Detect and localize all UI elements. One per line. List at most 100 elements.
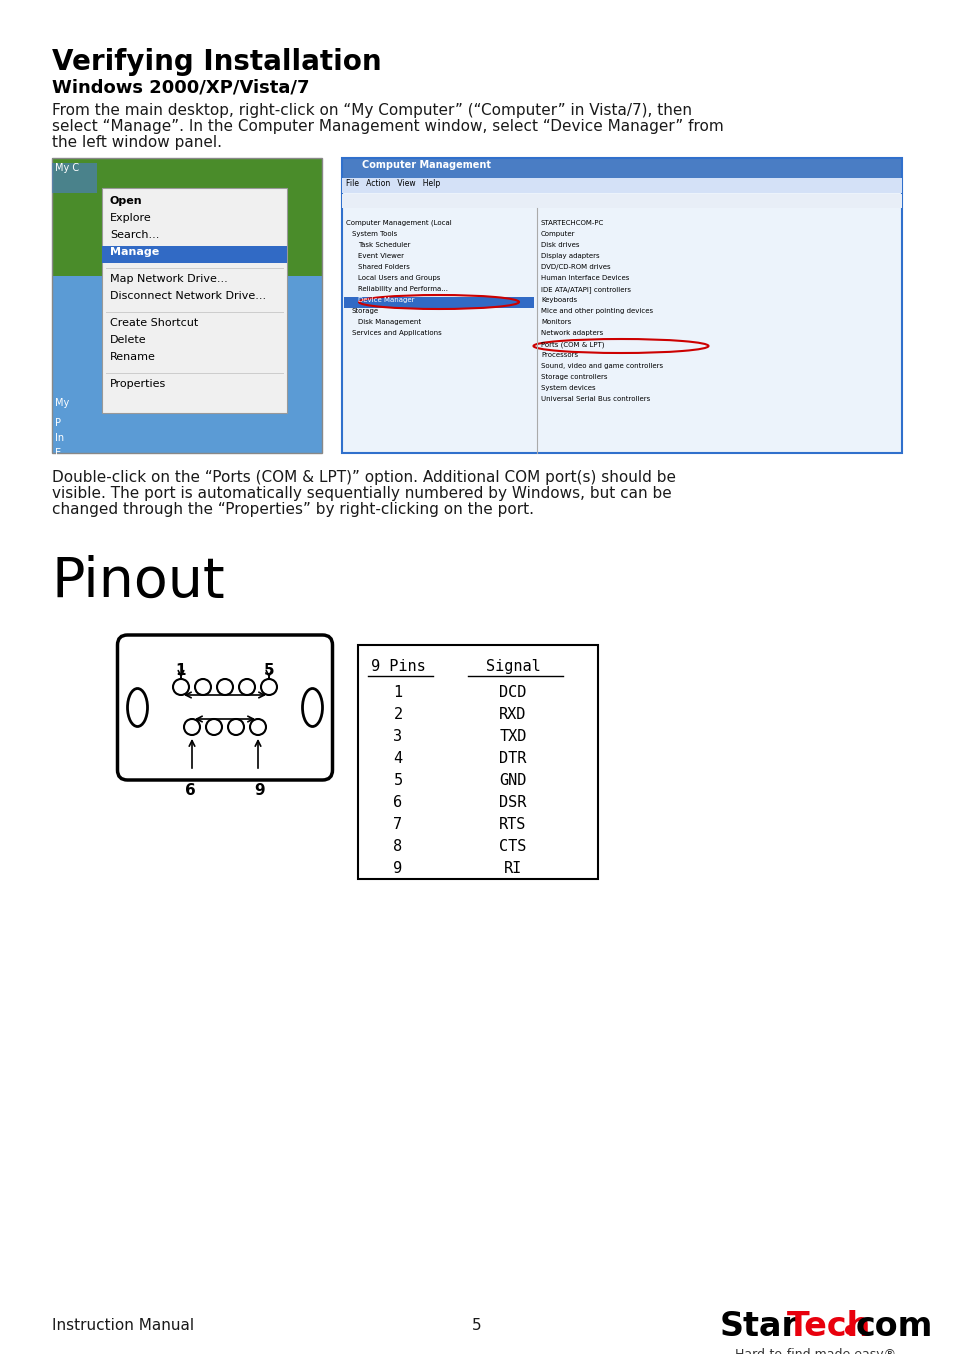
Text: Verifying Installation: Verifying Installation	[52, 47, 381, 76]
Text: Open: Open	[110, 196, 143, 206]
Text: RI: RI	[503, 861, 521, 876]
Text: Computer Management (Local: Computer Management (Local	[346, 219, 452, 226]
Bar	[102, 246, 287, 263]
Text: Explore: Explore	[110, 213, 152, 223]
Text: 1: 1	[175, 663, 186, 678]
Text: Local Users and Groups: Local Users and Groups	[357, 275, 440, 282]
Text: Create Shortcut: Create Shortcut	[110, 318, 198, 328]
Text: 6: 6	[393, 795, 402, 810]
Text: Tech: Tech	[786, 1311, 870, 1343]
Circle shape	[216, 678, 233, 695]
Text: Mice and other pointing devices: Mice and other pointing devices	[540, 307, 653, 314]
Text: Windows 2000/XP/Vista/7: Windows 2000/XP/Vista/7	[52, 79, 309, 96]
Text: GND: GND	[498, 773, 526, 788]
Text: RXD: RXD	[498, 707, 526, 722]
Text: DCD: DCD	[498, 685, 526, 700]
Circle shape	[250, 719, 266, 735]
Text: DSR: DSR	[498, 795, 526, 810]
Circle shape	[261, 678, 276, 695]
Text: Delete: Delete	[110, 334, 147, 345]
FancyBboxPatch shape	[117, 635, 333, 780]
Text: Hard-to-find made easy®: Hard-to-find made easy®	[734, 1349, 895, 1354]
Bar	[52, 162, 97, 194]
Bar	[52, 276, 322, 454]
Text: In: In	[55, 433, 64, 443]
Bar	[52, 158, 322, 454]
Circle shape	[184, 719, 200, 735]
Ellipse shape	[128, 688, 148, 727]
Text: Ports (COM & LPT): Ports (COM & LPT)	[540, 341, 604, 348]
Text: 9 Pins: 9 Pins	[370, 659, 425, 674]
Bar	[357, 645, 598, 879]
Text: CTS: CTS	[498, 839, 526, 854]
Ellipse shape	[302, 688, 322, 727]
Circle shape	[228, 719, 244, 735]
Text: 5: 5	[393, 773, 402, 788]
Text: Network adapters: Network adapters	[540, 330, 602, 336]
Text: E: E	[55, 448, 61, 458]
Text: com: com	[855, 1311, 932, 1343]
Text: Pinout: Pinout	[52, 555, 226, 609]
Bar	[341, 177, 901, 194]
Text: Device Manager: Device Manager	[357, 297, 414, 303]
Circle shape	[172, 678, 189, 695]
Text: Disconnect Network Drive...: Disconnect Network Drive...	[110, 291, 266, 301]
Text: My: My	[55, 398, 70, 408]
Text: changed through the “Properties” by right-clicking on the port.: changed through the “Properties” by righ…	[52, 502, 534, 517]
Bar	[52, 158, 322, 276]
Text: Reliability and Performa...: Reliability and Performa...	[357, 286, 448, 292]
Bar	[341, 194, 901, 209]
Text: Universal Serial Bus controllers: Universal Serial Bus controllers	[540, 395, 650, 402]
Text: STARTECHCOM-PC: STARTECHCOM-PC	[540, 219, 603, 226]
Text: Task Scheduler: Task Scheduler	[357, 242, 410, 248]
Text: 5: 5	[472, 1317, 481, 1332]
Circle shape	[194, 678, 211, 695]
Text: 8: 8	[393, 839, 402, 854]
Text: Search...: Search...	[110, 230, 159, 240]
Bar	[102, 188, 287, 413]
Text: Instruction Manual: Instruction Manual	[52, 1317, 193, 1332]
Text: 6: 6	[185, 783, 195, 798]
Text: System Tools: System Tools	[352, 232, 396, 237]
Bar	[341, 158, 901, 454]
Text: Properties: Properties	[110, 379, 166, 389]
Text: Display adapters: Display adapters	[540, 253, 599, 259]
Text: From the main desktop, right-click on “My Computer” (“Computer” in Vista/7), the: From the main desktop, right-click on “M…	[52, 103, 691, 118]
Text: 2: 2	[393, 707, 402, 722]
Text: 9: 9	[254, 783, 265, 798]
Bar	[344, 297, 534, 307]
Text: Computer: Computer	[540, 232, 575, 237]
Text: DVD/CD-ROM drives: DVD/CD-ROM drives	[540, 264, 610, 269]
Text: 1: 1	[393, 685, 402, 700]
Text: select “Manage”. In the Computer Management window, select “Device Manager” from: select “Manage”. In the Computer Managem…	[52, 119, 723, 134]
Text: 3: 3	[393, 728, 402, 743]
Text: Storage controllers: Storage controllers	[540, 374, 607, 380]
Bar	[341, 158, 901, 177]
Circle shape	[239, 678, 254, 695]
Text: Sound, video and game controllers: Sound, video and game controllers	[540, 363, 662, 370]
Text: Shared Folders: Shared Folders	[357, 264, 410, 269]
Text: 5: 5	[263, 663, 274, 678]
Text: Disk Management: Disk Management	[357, 320, 420, 325]
Text: Processors: Processors	[540, 352, 578, 357]
Bar	[341, 158, 901, 454]
Text: Star: Star	[720, 1311, 798, 1343]
Text: the left window panel.: the left window panel.	[52, 135, 222, 150]
Text: Rename: Rename	[110, 352, 155, 362]
Text: DTR: DTR	[498, 751, 526, 766]
Text: RTS: RTS	[498, 816, 526, 831]
Text: visible. The port is automatically sequentially numbered by Windows, but can be: visible. The port is automatically seque…	[52, 486, 671, 501]
Text: File   Action   View   Help: File Action View Help	[346, 179, 439, 188]
Text: System devices: System devices	[540, 385, 595, 391]
Text: IDE ATA/ATAPI] controllers: IDE ATA/ATAPI] controllers	[540, 286, 630, 292]
Text: My C: My C	[55, 162, 79, 173]
Text: 9: 9	[393, 861, 402, 876]
Text: Manage: Manage	[110, 246, 159, 257]
Circle shape	[206, 719, 222, 735]
Text: Disk drives: Disk drives	[540, 242, 578, 248]
Circle shape	[844, 1326, 854, 1335]
Text: 7: 7	[393, 816, 402, 831]
Text: Keyboards: Keyboards	[540, 297, 577, 303]
Text: Computer Management: Computer Management	[361, 160, 491, 171]
Text: Services and Applications: Services and Applications	[352, 330, 441, 336]
